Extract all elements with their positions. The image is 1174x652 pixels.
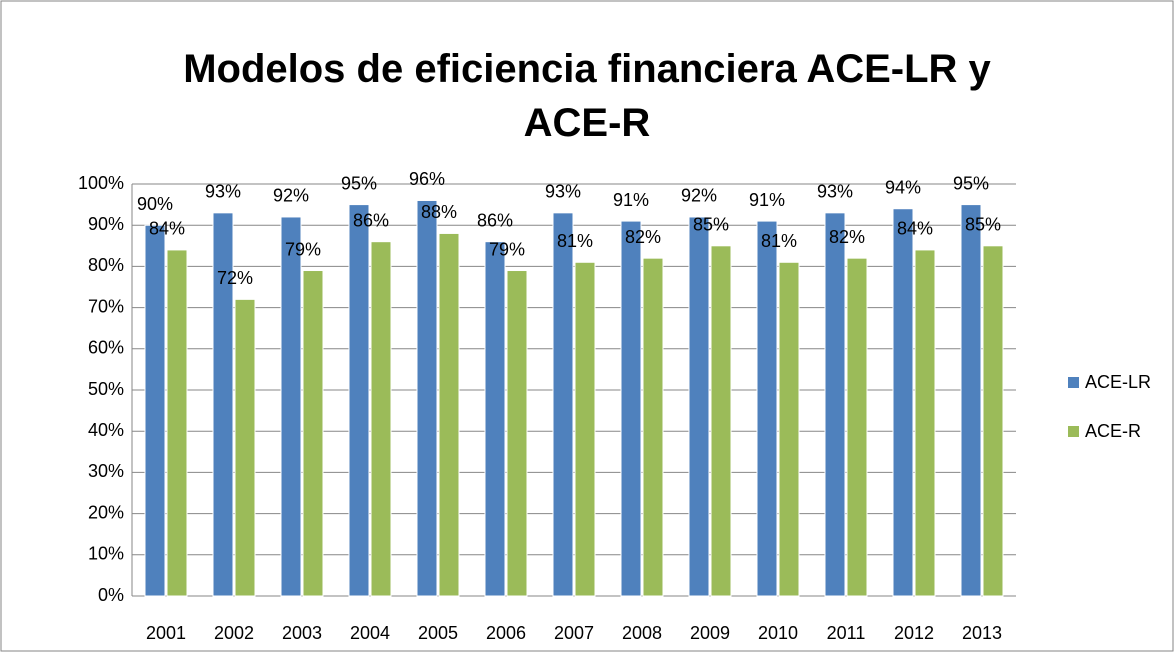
bar <box>710 245 732 597</box>
value-label: 88% <box>421 202 457 222</box>
bar <box>212 212 234 597</box>
bar <box>280 216 302 597</box>
value-label: 82% <box>829 227 865 247</box>
value-label: 92% <box>273 186 309 206</box>
bar <box>144 224 166 597</box>
x-tick-label: 2003 <box>282 623 322 643</box>
value-label: 95% <box>953 173 989 193</box>
value-label: 94% <box>885 177 921 197</box>
bar <box>552 212 574 597</box>
x-tick-label: 2010 <box>758 623 798 643</box>
bar <box>642 257 664 597</box>
x-tick-label: 2008 <box>622 623 662 643</box>
value-label: 79% <box>489 239 525 259</box>
x-tick-label: 2007 <box>554 623 594 643</box>
value-label: 93% <box>545 182 581 202</box>
y-tick-label: 20% <box>88 502 124 522</box>
legend-label: ACE-LR <box>1085 372 1151 392</box>
y-tick-label: 60% <box>88 338 124 358</box>
legend-swatch <box>1068 426 1079 437</box>
value-label: 95% <box>341 173 377 193</box>
x-tick-label: 2002 <box>214 623 254 643</box>
value-label: 85% <box>693 215 729 235</box>
y-tick-label: 40% <box>88 420 124 440</box>
y-tick-label: 100% <box>78 173 124 193</box>
bar <box>166 249 188 597</box>
value-label: 93% <box>205 182 241 202</box>
value-label: 90% <box>137 194 173 214</box>
bar <box>574 261 596 597</box>
x-tick-label: 2011 <box>827 623 866 643</box>
value-label: 96% <box>409 169 445 189</box>
value-label: 86% <box>353 210 389 230</box>
value-label: 79% <box>285 239 321 259</box>
y-tick-label: 50% <box>88 379 124 399</box>
bar <box>846 257 868 597</box>
x-tick-label: 2004 <box>350 623 390 643</box>
value-label: 91% <box>749 190 785 210</box>
bar <box>914 249 936 597</box>
bar <box>688 216 710 597</box>
value-label: 82% <box>625 227 661 247</box>
value-label: 91% <box>613 190 649 210</box>
bar <box>506 270 528 597</box>
bar <box>778 261 800 597</box>
x-tick-label: 2006 <box>486 623 526 643</box>
value-label: 81% <box>761 231 797 251</box>
value-label: 84% <box>149 219 185 239</box>
bar <box>892 208 914 597</box>
bar <box>234 298 256 597</box>
y-tick-label: 10% <box>88 544 124 564</box>
value-label: 86% <box>477 210 513 230</box>
value-label: 85% <box>965 215 1001 235</box>
bar <box>438 232 460 597</box>
y-tick-label: 90% <box>88 214 124 234</box>
x-tick-label: 2013 <box>962 623 1002 643</box>
x-tick-label: 2005 <box>418 623 458 643</box>
y-tick-label: 70% <box>88 296 124 316</box>
value-label: 92% <box>681 186 717 206</box>
chart-title: Modelos de eficiencia financiera ACE-LR … <box>183 47 991 145</box>
x-tick-label: 2001 <box>146 623 186 643</box>
bar <box>960 204 982 597</box>
bar <box>416 199 438 597</box>
bar <box>370 241 392 597</box>
value-label: 72% <box>217 268 253 288</box>
x-tick-label: 2009 <box>690 623 730 643</box>
x-tick-label: 2012 <box>894 623 934 643</box>
value-label: 93% <box>817 182 853 202</box>
bar <box>824 212 846 597</box>
legend-label: ACE-R <box>1085 421 1141 441</box>
legend-swatch <box>1068 377 1079 388</box>
bar <box>982 245 1004 597</box>
bar <box>620 220 642 597</box>
bar <box>756 220 778 597</box>
y-tick-label: 30% <box>88 461 124 481</box>
y-tick-label: 80% <box>88 255 124 275</box>
bar <box>302 270 324 597</box>
y-tick-label: 0% <box>98 585 124 605</box>
bar <box>348 204 370 597</box>
bar <box>484 241 506 597</box>
value-label: 81% <box>557 231 593 251</box>
value-label: 84% <box>897 219 933 239</box>
